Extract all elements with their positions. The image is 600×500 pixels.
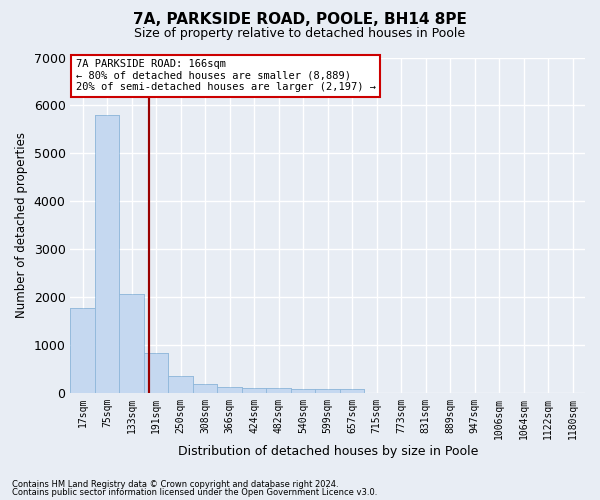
Bar	[193, 384, 217, 393]
Bar	[169, 376, 193, 393]
Text: Contains public sector information licensed under the Open Government Licence v3: Contains public sector information licen…	[12, 488, 377, 497]
Bar	[242, 388, 266, 393]
Bar	[266, 388, 291, 393]
Bar	[169, 376, 193, 393]
Bar	[291, 389, 316, 393]
Text: Contains HM Land Registry data © Crown copyright and database right 2024.: Contains HM Land Registry data © Crown c…	[12, 480, 338, 489]
Bar	[95, 115, 119, 393]
Bar	[119, 294, 144, 393]
Bar	[119, 294, 144, 393]
Text: 7A PARKSIDE ROAD: 166sqm
← 80% of detached houses are smaller (8,889)
20% of sem: 7A PARKSIDE ROAD: 166sqm ← 80% of detach…	[76, 59, 376, 92]
Bar	[70, 308, 95, 393]
Bar	[291, 389, 316, 393]
Bar	[70, 308, 95, 393]
Y-axis label: Number of detached properties: Number of detached properties	[15, 132, 28, 318]
Bar	[144, 353, 169, 393]
Bar	[340, 389, 364, 393]
Text: 7A, PARKSIDE ROAD, POOLE, BH14 8PE: 7A, PARKSIDE ROAD, POOLE, BH14 8PE	[133, 12, 467, 28]
Bar	[242, 388, 266, 393]
Bar	[217, 386, 242, 393]
Bar	[95, 115, 119, 393]
Bar	[217, 386, 242, 393]
Bar	[316, 389, 340, 393]
Bar	[266, 388, 291, 393]
Bar	[193, 384, 217, 393]
X-axis label: Distribution of detached houses by size in Poole: Distribution of detached houses by size …	[178, 444, 478, 458]
Bar	[144, 353, 169, 393]
Bar	[316, 389, 340, 393]
Bar	[340, 389, 364, 393]
Text: Size of property relative to detached houses in Poole: Size of property relative to detached ho…	[134, 28, 466, 40]
